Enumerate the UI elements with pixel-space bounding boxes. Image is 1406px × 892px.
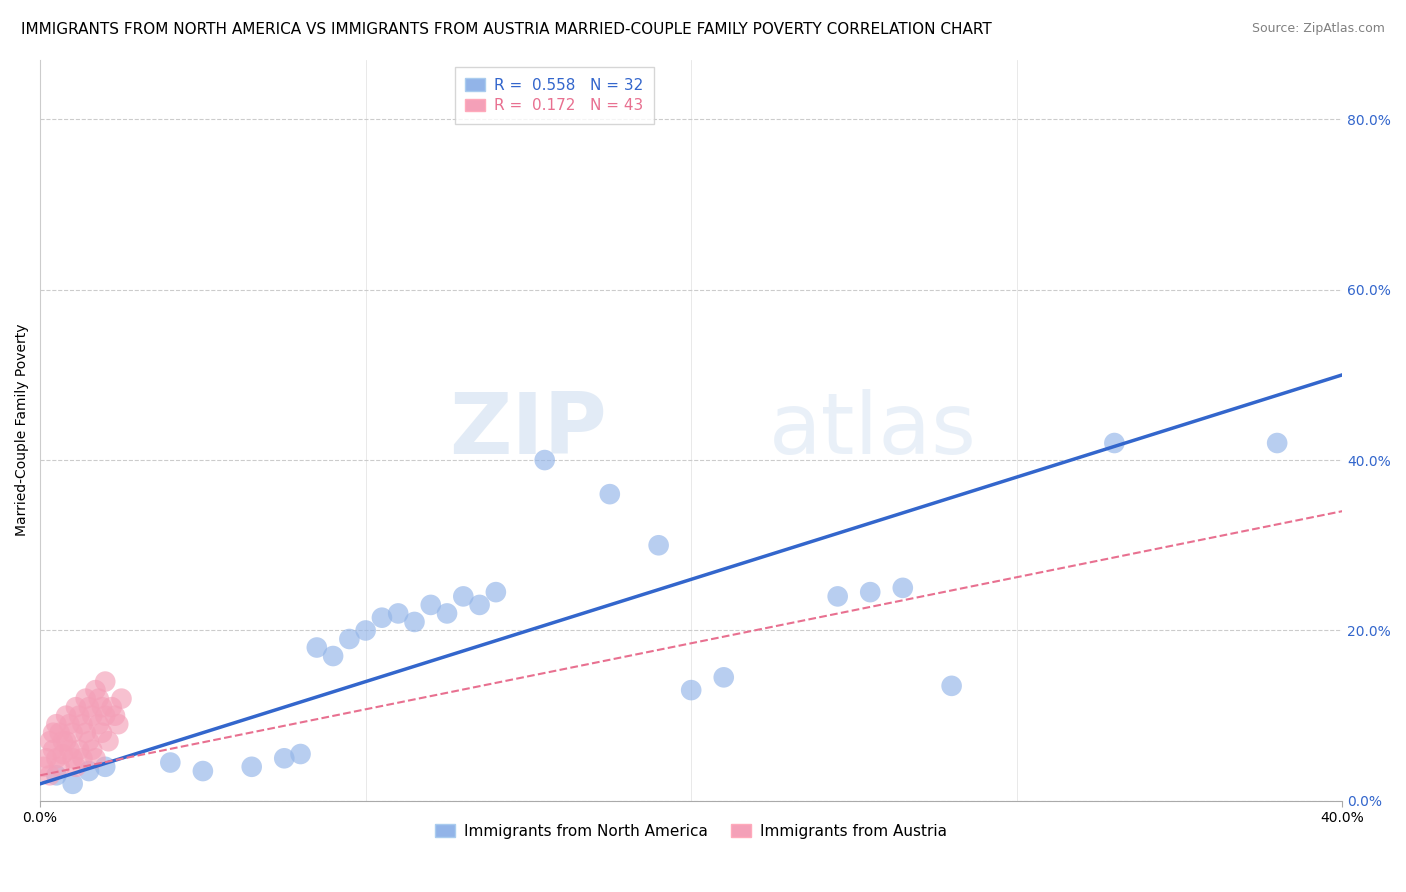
- Point: [436, 607, 458, 621]
- Point: [38, 734, 60, 748]
- Point: [354, 624, 377, 638]
- Point: [72, 751, 94, 765]
- Point: [52, 734, 75, 748]
- Point: [58, 743, 80, 757]
- Point: [45, 751, 67, 765]
- Point: [77, 734, 100, 748]
- Point: [84, 683, 107, 698]
- Point: [859, 585, 882, 599]
- Point: [599, 487, 621, 501]
- Point: [485, 585, 508, 599]
- Point: [337, 632, 360, 646]
- Point: [75, 691, 97, 706]
- Text: IMMIGRANTS FROM NORTH AMERICA VS IMMIGRANTS FROM AUSTRIA MARRIED-COUPLE FAMILY P: IMMIGRANTS FROM NORTH AMERICA VS IMMIGRA…: [21, 22, 991, 37]
- Point: [87, 717, 110, 731]
- Point: [1265, 436, 1288, 450]
- Point: [67, 743, 90, 757]
- Point: [67, 708, 90, 723]
- Point: [104, 708, 127, 723]
- Point: [77, 700, 100, 714]
- Point: [1104, 436, 1126, 450]
- Point: [419, 598, 441, 612]
- Point: [42, 743, 65, 757]
- Text: atlas: atlas: [769, 389, 977, 472]
- Point: [91, 725, 114, 739]
- Point: [65, 760, 87, 774]
- Point: [62, 725, 84, 739]
- Point: [387, 607, 409, 621]
- Point: [52, 747, 75, 761]
- Text: ZIP: ZIP: [449, 389, 606, 472]
- Point: [371, 610, 394, 624]
- Point: [100, 700, 122, 714]
- Text: Source: ZipAtlas.com: Source: ZipAtlas.com: [1251, 22, 1385, 36]
- Point: [91, 700, 114, 714]
- Point: [713, 670, 735, 684]
- Point: [891, 581, 914, 595]
- Point: [305, 640, 328, 655]
- Point: [647, 538, 669, 552]
- Point: [533, 453, 555, 467]
- Point: [273, 751, 295, 765]
- Point: [82, 743, 104, 757]
- Point: [94, 708, 117, 723]
- Point: [681, 683, 703, 698]
- Point: [82, 708, 104, 723]
- Point: [45, 768, 67, 782]
- Point: [941, 679, 963, 693]
- Point: [97, 734, 120, 748]
- Point: [72, 717, 94, 731]
- Point: [45, 717, 67, 731]
- Point: [48, 725, 70, 739]
- Point: [77, 764, 100, 778]
- Point: [32, 760, 55, 774]
- Point: [191, 764, 214, 778]
- Point: [35, 751, 58, 765]
- Point: [404, 615, 426, 629]
- Point: [55, 708, 77, 723]
- Point: [84, 751, 107, 765]
- Point: [107, 717, 129, 731]
- Point: [55, 734, 77, 748]
- Point: [240, 760, 263, 774]
- Point: [62, 751, 84, 765]
- Point: [159, 756, 181, 770]
- Point: [94, 760, 117, 774]
- Y-axis label: Married-Couple Family Poverty: Married-Couple Family Poverty: [15, 324, 30, 536]
- Point: [110, 691, 132, 706]
- Point: [75, 725, 97, 739]
- Point: [38, 768, 60, 782]
- Point: [94, 674, 117, 689]
- Point: [42, 725, 65, 739]
- Point: [453, 590, 475, 604]
- Legend: Immigrants from North America, Immigrants from Austria: Immigrants from North America, Immigrant…: [429, 818, 953, 845]
- Point: [65, 700, 87, 714]
- Point: [290, 747, 312, 761]
- Point: [62, 777, 84, 791]
- Point: [468, 598, 491, 612]
- Point: [58, 717, 80, 731]
- Point: [87, 691, 110, 706]
- Point: [827, 590, 849, 604]
- Point: [48, 760, 70, 774]
- Point: [322, 648, 344, 663]
